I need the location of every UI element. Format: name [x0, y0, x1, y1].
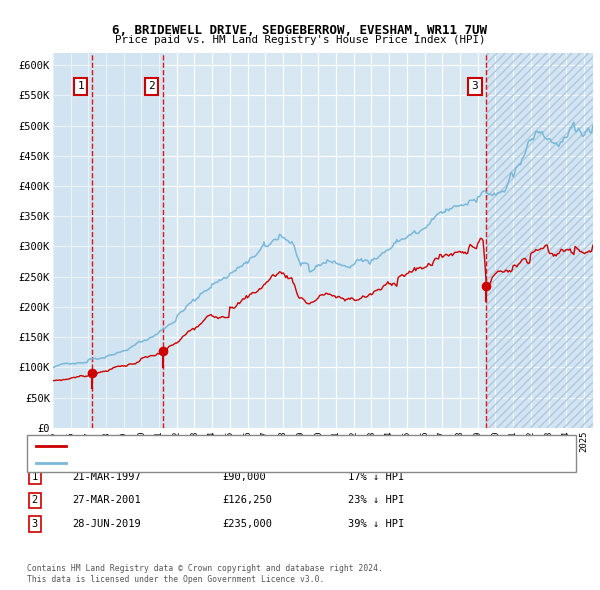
Text: 17% ↓ HPI: 17% ↓ HPI: [348, 472, 404, 481]
Text: Price paid vs. HM Land Registry's House Price Index (HPI): Price paid vs. HM Land Registry's House …: [115, 35, 485, 45]
Text: 2: 2: [148, 81, 155, 91]
Bar: [53, 53, 92, 428]
Text: This data is licensed under the Open Government Licence v3.0.: This data is licensed under the Open Gov…: [27, 575, 325, 584]
Text: 1: 1: [77, 81, 84, 91]
Text: 3: 3: [472, 81, 478, 91]
Text: 2: 2: [32, 496, 38, 505]
Text: £235,000: £235,000: [222, 519, 272, 529]
Text: 21-MAR-1997: 21-MAR-1997: [72, 472, 141, 481]
Bar: [92, 53, 163, 428]
Text: 28-JUN-2019: 28-JUN-2019: [72, 519, 141, 529]
Text: 27-MAR-2001: 27-MAR-2001: [72, 496, 141, 505]
Bar: [487, 53, 593, 428]
Text: 23% ↓ HPI: 23% ↓ HPI: [348, 496, 404, 505]
Text: 6, BRIDEWELL DRIVE, SEDGEBERROW, EVESHAM, WR11 7UW (detached house): 6, BRIDEWELL DRIVE, SEDGEBERROW, EVESHAM…: [71, 441, 431, 450]
Text: 1: 1: [32, 472, 38, 481]
Text: HPI: Average price, detached house, Wychavon: HPI: Average price, detached house, Wych…: [71, 458, 307, 467]
Text: 6, BRIDEWELL DRIVE, SEDGEBERROW, EVESHAM, WR11 7UW: 6, BRIDEWELL DRIVE, SEDGEBERROW, EVESHAM…: [113, 24, 487, 37]
Bar: [487, 53, 593, 428]
Text: £126,250: £126,250: [222, 496, 272, 505]
Text: £90,000: £90,000: [222, 472, 266, 481]
Text: Contains HM Land Registry data © Crown copyright and database right 2024.: Contains HM Land Registry data © Crown c…: [27, 565, 383, 573]
Text: 39% ↓ HPI: 39% ↓ HPI: [348, 519, 404, 529]
Text: 3: 3: [32, 519, 38, 529]
